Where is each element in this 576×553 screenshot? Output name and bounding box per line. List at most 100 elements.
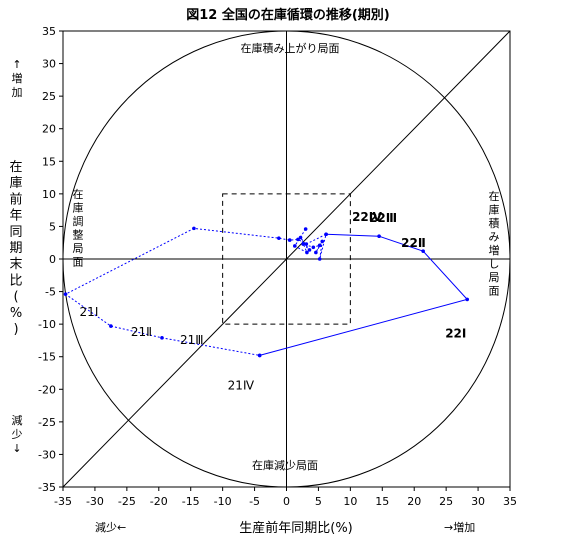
series-line-dotted (64, 227, 327, 356)
vertical-char: 整 (73, 228, 84, 242)
y-tick-label: -15 (38, 351, 56, 364)
y-tick-label: 25 (42, 90, 56, 103)
chart-title: 図12 全国の在庫循環の推移(期別) (186, 7, 390, 23)
vertical-char: 庫 (73, 201, 84, 215)
vertical-char: ( (13, 290, 18, 305)
y-tick-label: 20 (42, 123, 56, 136)
vertical-char: ↓ (12, 442, 21, 455)
vertical-char: 庫 (489, 203, 500, 217)
data-point (320, 239, 325, 244)
data-point (317, 243, 322, 248)
y-tick-label: 35 (42, 25, 56, 38)
vertical-char: ↑ (12, 58, 21, 71)
point-label: 21Ⅰ (80, 305, 99, 319)
x-axis-increase-label: →増加 (444, 521, 475, 534)
inner-dashed-box (222, 193, 351, 325)
vertical-char: 積 (489, 216, 500, 230)
data-point (317, 257, 322, 261)
x-tick-label: 10 (343, 495, 357, 508)
data-point (377, 234, 381, 238)
x-tick-label: -35 (54, 495, 72, 508)
y-tick-label: -20 (38, 383, 56, 396)
data-point (305, 250, 309, 255)
vertical-char: 減 (12, 413, 23, 427)
y-tick-label: -5 (45, 286, 56, 299)
x-tick-label: 15 (375, 495, 389, 508)
data-point (192, 226, 196, 231)
data-point (465, 297, 470, 302)
point-label: 21Ⅳ (228, 378, 254, 392)
vertical-char: 前 (9, 191, 22, 207)
vertical-char: 末 (9, 257, 22, 272)
y-tick-label: -30 (38, 448, 56, 461)
vertical-char: 在 (489, 190, 500, 203)
point-label: 21Ⅱ (131, 325, 152, 339)
data-point (109, 324, 113, 328)
y-axis-decrease-label: 減少↓ (12, 413, 23, 455)
vertical-char: し (489, 258, 500, 271)
x-tick-label: 25 (439, 495, 453, 508)
x-tick-label: -20 (150, 495, 168, 508)
data-point (324, 232, 328, 237)
data-point (304, 242, 309, 246)
point-label: 22Ⅳ (352, 210, 383, 224)
x-tick-label: 5 (315, 495, 322, 508)
data-point (421, 249, 425, 253)
data-point (303, 227, 308, 231)
vertical-char: 期 (9, 241, 22, 256)
data-point (298, 235, 303, 240)
data-point (301, 242, 305, 246)
y-tick-label: 0 (49, 253, 56, 266)
x-tick-label: -15 (182, 495, 200, 508)
y-axis-increase-label: ↑増加 (12, 58, 23, 99)
x-axis-title: 生産前年同期比(%) (239, 520, 353, 536)
y-tick-label: 15 (42, 155, 56, 168)
point-label: 22Ⅲ (369, 211, 397, 225)
vertical-char: 少 (12, 428, 23, 441)
vertical-char: 比 (9, 273, 22, 288)
point-label: 22Ⅰ (445, 326, 466, 340)
vertical-char: 在 (73, 188, 84, 201)
x-tick-label: 35 (503, 495, 517, 508)
vertical-char: 局 (489, 271, 500, 284)
x-tick-label: 30 (471, 495, 485, 508)
data-point (311, 245, 316, 250)
data-point (307, 248, 312, 252)
x-tick-label: -25 (118, 495, 136, 508)
quadrant-label-bottom: 在庫減少局面 (252, 458, 318, 472)
series-line-solid (259, 233, 469, 356)
y-tick-label: -10 (38, 318, 56, 331)
x-tick-label: 20 (407, 495, 421, 508)
vertical-char: 加 (12, 86, 23, 99)
data-point (277, 236, 281, 240)
y-tick-label: -25 (38, 416, 56, 429)
x-tick-label: -30 (86, 495, 104, 508)
vertical-char: み (489, 231, 500, 244)
vertical-char: 面 (489, 285, 500, 298)
x-axis-decrease-label: 減少← (95, 520, 126, 534)
vertical-char: % (10, 306, 22, 321)
vertical-char: 調 (73, 214, 84, 228)
vertical-char: 局 (73, 242, 84, 255)
data-point (296, 237, 300, 242)
x-tick-label: -5 (249, 495, 260, 508)
vertical-char: 面 (73, 256, 84, 269)
x-tick-label: 0 (283, 495, 290, 508)
y-tick-label: -35 (38, 481, 56, 494)
data-point (314, 250, 318, 255)
vertical-char: 増 (489, 244, 500, 257)
x-tick-label: -10 (214, 495, 232, 508)
data-point (257, 353, 262, 358)
vertical-char: 庫 (9, 176, 22, 191)
data-point (160, 336, 164, 340)
point-label: 22Ⅱ (401, 236, 426, 250)
y-tick-label: 30 (42, 58, 56, 71)
point-label: 21Ⅲ (180, 333, 204, 347)
vertical-char: 増 (12, 72, 23, 85)
vertical-char: 在 (9, 160, 22, 175)
y-tick-label: 5 (49, 220, 56, 233)
